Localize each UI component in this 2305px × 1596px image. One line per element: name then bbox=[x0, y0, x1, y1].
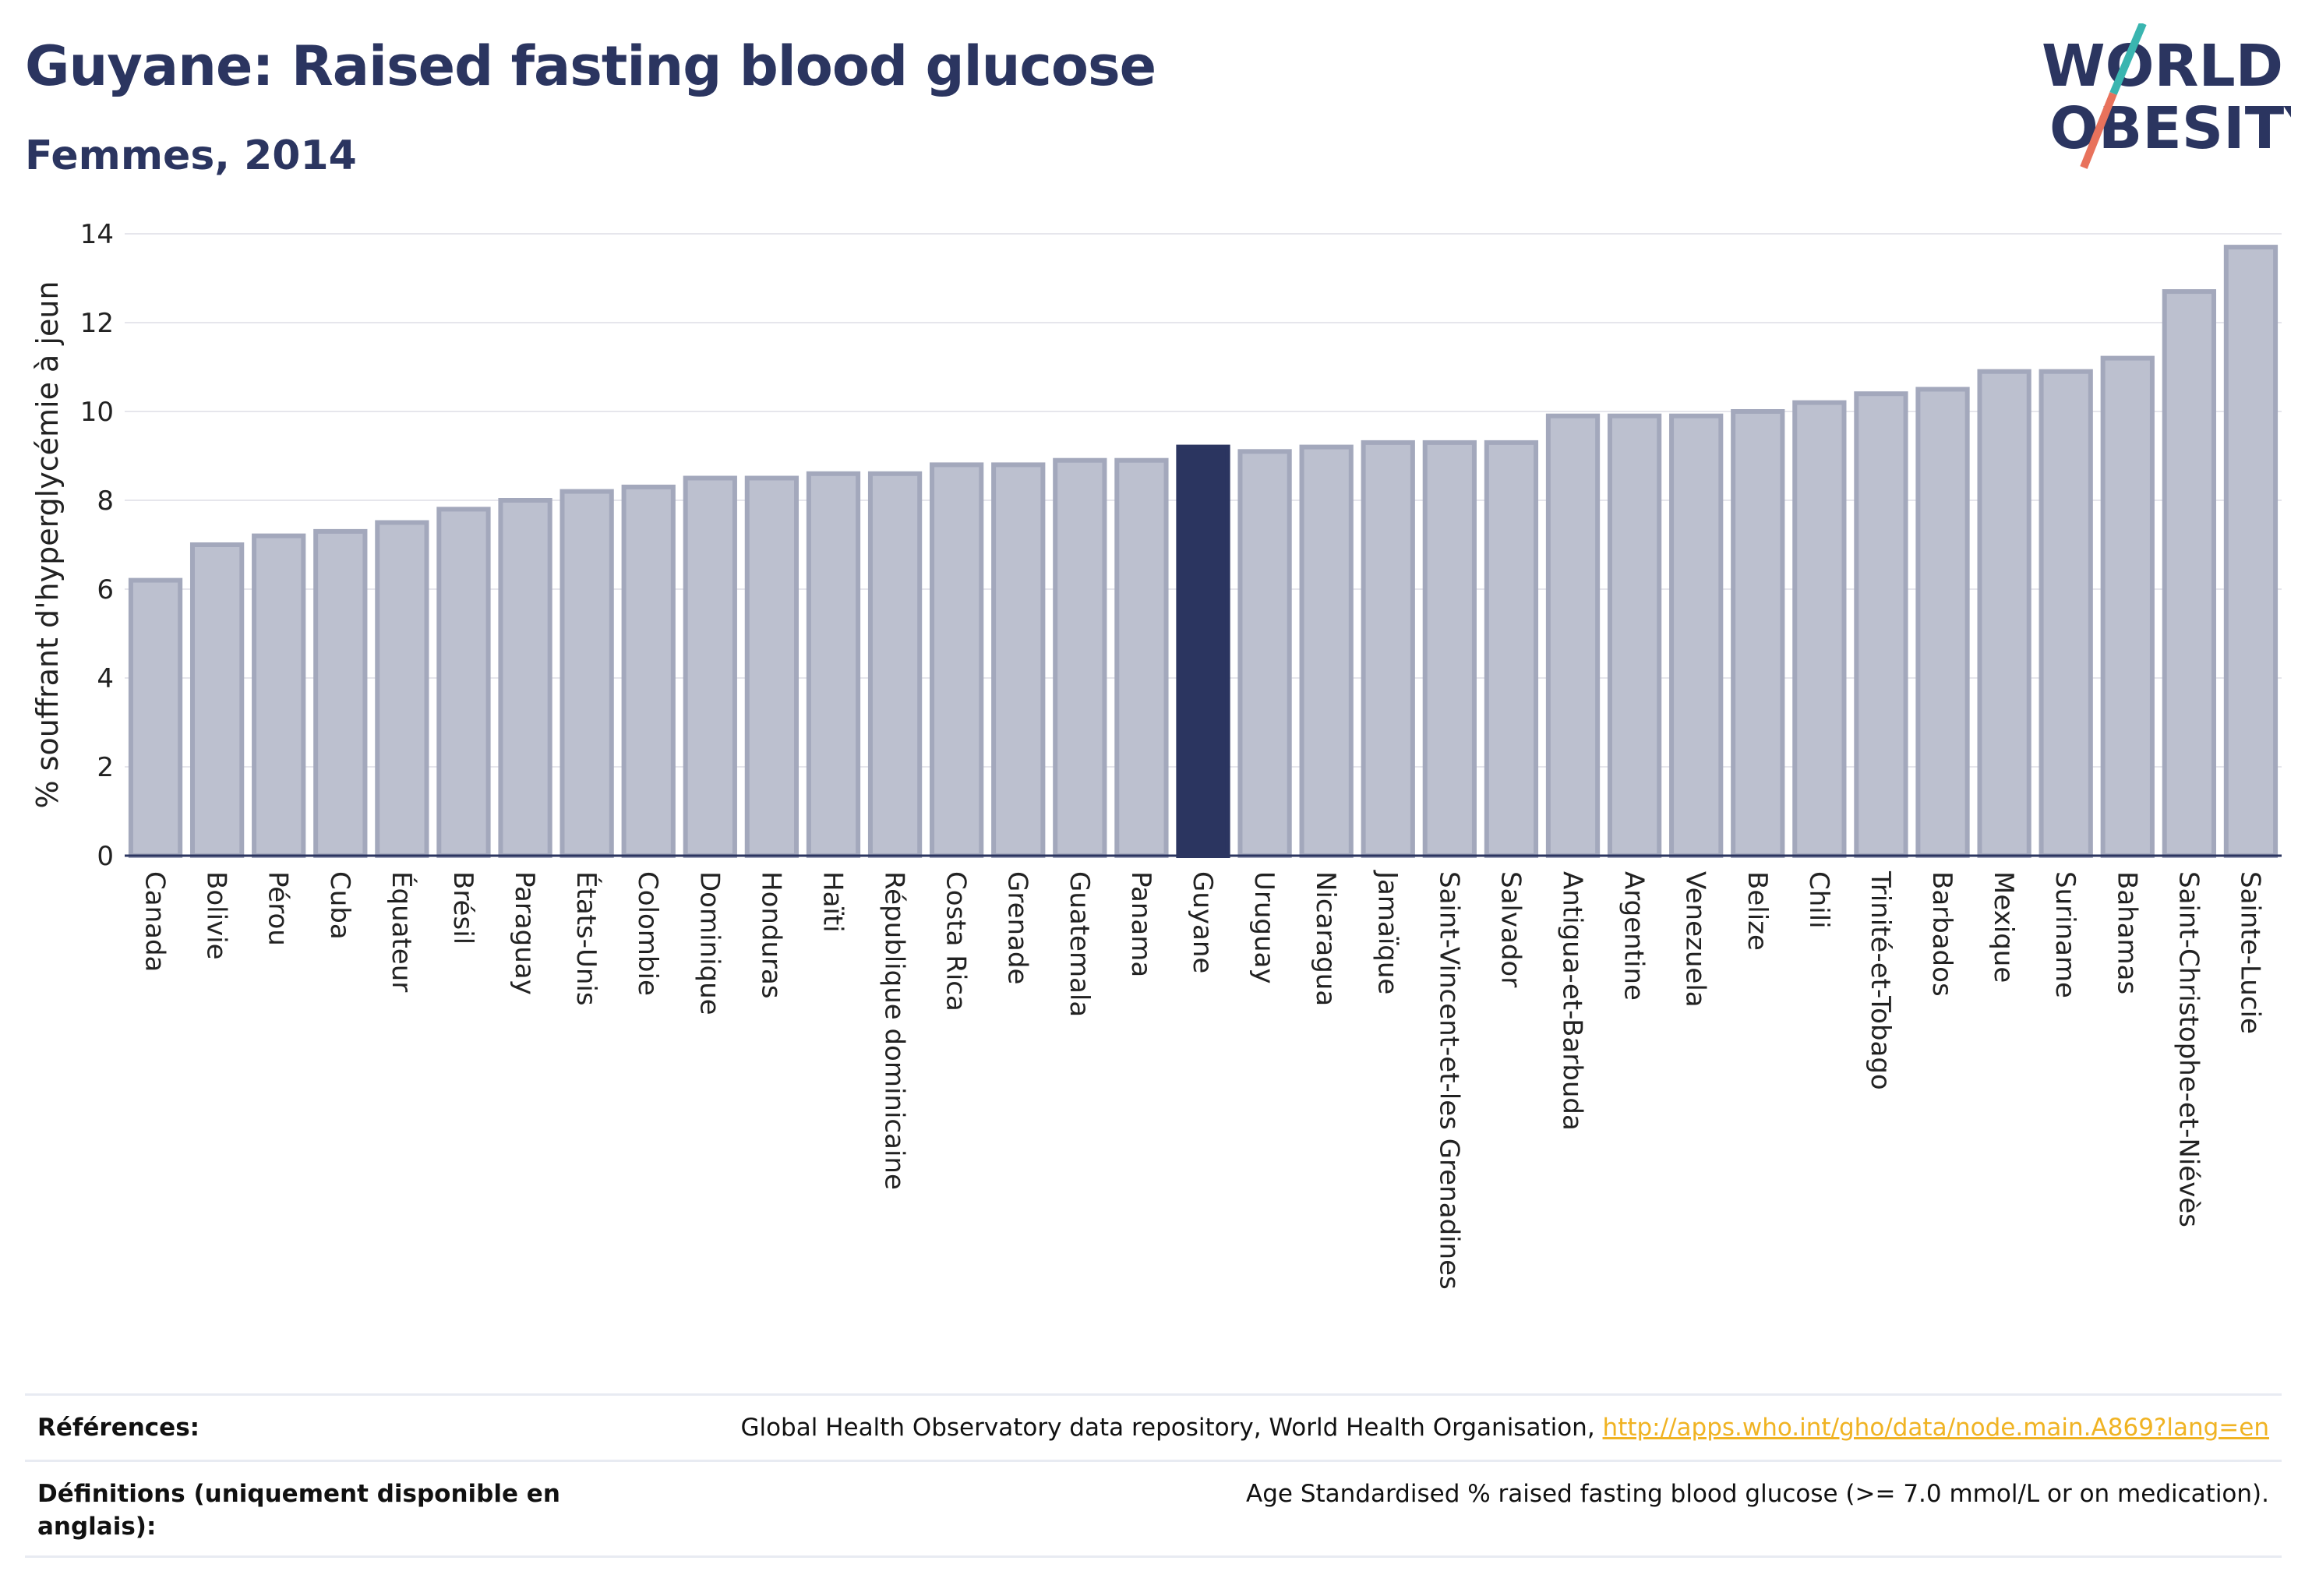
x-axis-ticks: Canada Bolivie Pérou Cuba Équateur Brésil Para… bbox=[139, 870, 2266, 1290]
bar-guatemala[interactable] bbox=[1053, 457, 1107, 858]
bar-sainte-lucie[interactable] bbox=[2223, 245, 2279, 859]
bar-mexique[interactable] bbox=[1977, 369, 2031, 858]
x-tick-label: États-Unis bbox=[570, 871, 602, 1006]
x-tick-label: Brésil bbox=[447, 871, 478, 945]
x-tick-label: Bolivie bbox=[201, 871, 232, 960]
x-tick-label: Colombie bbox=[632, 871, 663, 996]
bar-pérou[interactable] bbox=[252, 533, 306, 858]
x-tick-label: Bahamas bbox=[2111, 871, 2142, 994]
x-tick-label: Canada bbox=[139, 871, 171, 972]
bar-guyane[interactable] bbox=[1176, 444, 1230, 858]
logo-line-1: WORLD bbox=[2042, 33, 2283, 100]
chart-title: Guyane: Raised fasting blood glucose bbox=[25, 34, 1156, 98]
bar-grenade[interactable] bbox=[991, 462, 1046, 859]
y-tick-label: 12 bbox=[80, 308, 114, 339]
x-tick-label: Grenade bbox=[1002, 871, 1033, 984]
definitions-row: Définitions (uniquement disponible en an… bbox=[25, 1460, 2282, 1558]
bar-salvador[interactable] bbox=[1484, 440, 1539, 858]
y-tick-label: 10 bbox=[80, 397, 114, 428]
bar-barbados[interactable] bbox=[1915, 387, 1970, 858]
definitions-value: Age Standardised % raised fasting blood … bbox=[1246, 1480, 2269, 1508]
y-tick-label: 6 bbox=[97, 574, 114, 606]
bar-chart: 0 2 4 6 8 10 12 14 Canada Bolivie Pérou Cuba Équate… bbox=[30, 219, 2282, 1290]
y-tick-label: 2 bbox=[97, 752, 114, 783]
x-tick-label: Venezuela bbox=[1680, 871, 1711, 1008]
bar-costa-rica[interactable] bbox=[930, 462, 984, 859]
x-tick-label: Belize bbox=[1742, 871, 1773, 951]
bar-venezuela[interactable] bbox=[1669, 413, 1724, 858]
bar-canada[interactable] bbox=[128, 577, 183, 858]
x-tick-label: Dominique bbox=[694, 871, 725, 1015]
bar-belize[interactable] bbox=[1731, 409, 1785, 858]
references-row: Références: Global Health Observatory da… bbox=[25, 1393, 2282, 1460]
bar-panama[interactable] bbox=[1114, 457, 1169, 858]
bar-uruguay[interactable] bbox=[1237, 449, 1292, 858]
bar-saint-vincent-et-les-grenadines[interactable] bbox=[1422, 440, 1477, 858]
bar-saint-christophe-et-niévès[interactable] bbox=[2162, 289, 2217, 859]
bar-bolivie[interactable] bbox=[189, 542, 245, 858]
x-tick-label: Paraguay bbox=[509, 871, 540, 995]
x-tick-label: Jamaïque bbox=[1371, 870, 1403, 994]
bar-équateur[interactable] bbox=[375, 520, 429, 858]
bar-jamaïque[interactable] bbox=[1361, 440, 1415, 858]
x-tick-label: Saint-Christophe-et-Niévès bbox=[2173, 871, 2204, 1227]
x-tick-label: Barbados bbox=[1926, 871, 1957, 997]
references-label: Références: bbox=[37, 1414, 200, 1442]
x-tick-label: Nicaragua bbox=[1310, 871, 1341, 1006]
bar-colombie[interactable] bbox=[621, 484, 676, 859]
y-tick-label: 8 bbox=[97, 486, 114, 517]
bar-république-dominicaine[interactable] bbox=[867, 471, 923, 858]
bar-dominique[interactable] bbox=[683, 475, 737, 858]
bar-paraguay[interactable] bbox=[498, 498, 552, 858]
y-tick-label: 4 bbox=[97, 663, 114, 694]
references-link[interactable]: http://apps.who.int/gho/data/node.main.A… bbox=[1602, 1414, 2269, 1442]
x-tick-label: Mexique bbox=[1988, 871, 2019, 983]
bar-argentine[interactable] bbox=[1607, 413, 1662, 858]
x-tick-label: Trinité-et-Tobago bbox=[1865, 870, 1896, 1090]
x-tick-label: Salvador bbox=[1495, 871, 1526, 987]
x-tick-label: Saint-Vincent-et-les Grenadines bbox=[1433, 871, 1464, 1290]
chart-subtitle: Femmes, 2014 bbox=[25, 132, 357, 179]
x-tick-label: Haïti bbox=[817, 871, 848, 933]
logo-slash-coral bbox=[2080, 92, 2117, 169]
definitions-label: Définitions (uniquement disponible en an… bbox=[37, 1480, 560, 1541]
x-tick-label: Honduras bbox=[755, 871, 786, 999]
y-tick-label: 0 bbox=[97, 841, 114, 872]
x-tick-label: Pérou bbox=[263, 871, 294, 946]
x-tick-label: Uruguay bbox=[1248, 871, 1280, 984]
y-axis-ticks: 0 2 4 6 8 10 12 14 bbox=[80, 219, 114, 872]
x-tick-label: République dominicaine bbox=[879, 871, 910, 1190]
bar-honduras[interactable] bbox=[744, 475, 800, 858]
bar-nicaragua[interactable] bbox=[1299, 444, 1354, 858]
world-obesity-logo: WORLD OBESITY bbox=[2042, 23, 2291, 169]
footer: Références: Global Health Observatory da… bbox=[25, 1393, 2282, 1558]
references-value: Global Health Observatory data repositor… bbox=[740, 1411, 2269, 1444]
x-tick-label: Argentine bbox=[1618, 871, 1650, 1001]
bar-états-unis[interactable] bbox=[559, 489, 614, 858]
bar-trinité-et-tobago[interactable] bbox=[1854, 391, 1908, 858]
bar-chili[interactable] bbox=[1792, 400, 1847, 858]
bar-suriname[interactable] bbox=[2038, 369, 2093, 858]
bar-haïti[interactable] bbox=[806, 471, 861, 858]
x-tick-label: Costa Rica bbox=[941, 871, 972, 1012]
bar-antigua-et-barbuda[interactable] bbox=[1545, 413, 1601, 858]
x-tick-label: Guyane bbox=[1187, 871, 1218, 973]
x-tick-label: Antigua-et-Barbuda bbox=[1557, 871, 1588, 1131]
references-text: Global Health Observatory data repositor… bbox=[740, 1414, 1603, 1442]
bar-brésil[interactable] bbox=[436, 507, 491, 859]
logo-slash-teal bbox=[2109, 23, 2147, 95]
x-tick-label: Chili bbox=[1803, 871, 1834, 929]
y-axis-label: % souffrant d'hyperglycémie à jeun bbox=[30, 281, 65, 808]
x-tick-label: Suriname bbox=[2049, 871, 2081, 998]
x-tick-label: Panama bbox=[1125, 871, 1156, 977]
bars bbox=[128, 245, 2279, 859]
bar-bahamas[interactable] bbox=[2100, 355, 2155, 859]
y-tick-label: 14 bbox=[80, 219, 114, 250]
x-tick-label: Cuba bbox=[324, 871, 355, 940]
bar-cuba[interactable] bbox=[313, 528, 368, 859]
x-tick-label: Sainte-Lucie bbox=[2234, 871, 2265, 1034]
x-tick-label: Guatemala bbox=[1064, 871, 1095, 1017]
x-tick-label: Équateur bbox=[386, 871, 418, 992]
